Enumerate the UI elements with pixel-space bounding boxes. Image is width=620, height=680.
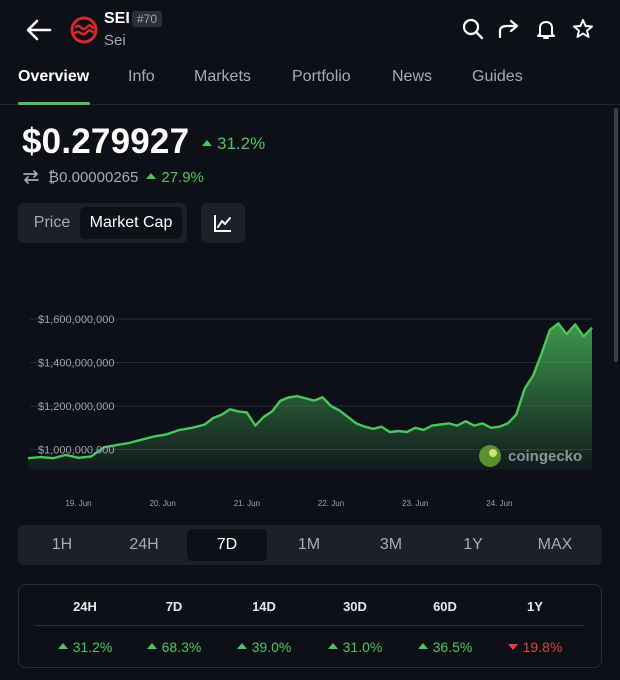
y-tick-label: $1,600,000,000 — [38, 314, 114, 326]
range-3m[interactable]: 3M — [379, 536, 403, 553]
x-tick-label: 22. Jun — [318, 499, 344, 508]
perf-value: 68.3% — [129, 639, 219, 655]
scrollbar[interactable] — [614, 108, 618, 362]
tab-guides[interactable]: Guides — [472, 68, 523, 85]
perf-header: 30D — [343, 599, 367, 614]
search-icon[interactable] — [461, 17, 485, 41]
coingecko-logo-icon — [479, 445, 501, 467]
price-usd: $0.279927 — [22, 122, 190, 161]
tab-bar: Overview Info Markets Portfolio News Gui… — [0, 60, 620, 105]
x-tick-label: 23. Jun — [402, 499, 428, 508]
perf-value: 31.0% — [310, 639, 400, 655]
price-btc: ₿0.00000265 — [48, 168, 139, 186]
x-tick-label: 19. Jun — [65, 499, 91, 508]
bell-icon[interactable] — [534, 17, 558, 41]
up-triangle-icon — [202, 139, 212, 146]
chart-line — [27, 322, 593, 460]
rank-badge: #70 — [132, 11, 163, 27]
chart-area — [28, 323, 592, 470]
up-triangle-icon — [236, 643, 247, 650]
perf-value-text: 39.0% — [251, 639, 292, 655]
share-icon[interactable] — [497, 17, 521, 41]
performance-table: 24H 7D 14D 30D 60D 1Y 31.2% 68.3% 39.0% … — [18, 584, 602, 668]
coin-symbol: SEI — [104, 10, 130, 27]
range-7d[interactable]: 7D — [187, 529, 267, 561]
perf-header: 14D — [252, 599, 276, 614]
up-triangle-icon — [417, 643, 428, 650]
down-triangle-icon — [507, 644, 518, 651]
y-tick-label: $1,000,000,000 — [38, 445, 114, 457]
range-1m[interactable]: 1M — [297, 536, 321, 553]
market-cap-chart[interactable]: $1,600,000,000 $1,400,000,000 $1,200,000,0… — [0, 300, 620, 520]
x-tick-label: 24. Jun — [486, 499, 512, 508]
y-tick-label: $1,400,000,000 — [38, 358, 114, 370]
toggle-market-cap[interactable]: Market Cap — [80, 207, 182, 239]
up-triangle-icon — [327, 643, 338, 650]
range-max[interactable]: MAX — [537, 536, 573, 553]
btc-change-value: 27.9% — [161, 168, 204, 186]
top-bar: SEI #70 Sei — [0, 0, 620, 60]
star-icon[interactable] — [571, 17, 595, 41]
perf-value-text: 36.5% — [432, 639, 473, 655]
swap-icon[interactable] — [22, 168, 40, 186]
perf-header: 7D — [165, 599, 183, 614]
tab-portfolio[interactable]: Portfolio — [292, 68, 351, 85]
sei-logo-icon — [70, 16, 98, 44]
x-tick-label: 21. Jun — [234, 499, 260, 508]
watermark-text: coingecko — [508, 448, 582, 465]
perf-value-text: 31.0% — [342, 639, 383, 655]
price-marketcap-toggle: Price Market Cap — [18, 203, 187, 243]
tab-info[interactable]: Info — [128, 68, 155, 85]
coingecko-watermark: coingecko — [479, 445, 582, 467]
perf-header: 60D — [433, 599, 457, 614]
tab-markets[interactable]: Markets — [194, 68, 251, 85]
tab-overview[interactable]: Overview — [18, 68, 90, 85]
perf-value-text: 68.3% — [161, 639, 202, 655]
price-change-value: 31.2% — [217, 134, 266, 153]
up-triangle-icon — [146, 643, 157, 650]
perf-divider — [35, 625, 585, 626]
up-triangle-icon — [57, 643, 68, 650]
back-arrow-icon[interactable] — [24, 16, 54, 44]
perf-value-text: 31.2% — [72, 639, 113, 655]
up-triangle-icon — [146, 172, 157, 179]
coingecko-eye — [489, 449, 497, 457]
range-1y[interactable]: 1Y — [463, 536, 483, 553]
perf-value-text: 19.8% — [522, 639, 563, 655]
active-tab-indicator — [18, 102, 90, 105]
btc-price-row: ₿0.00000265 27.9% — [22, 168, 204, 186]
perf-value: 39.0% — [219, 639, 309, 655]
perf-header: 24H — [73, 599, 97, 614]
range-1h[interactable]: 1H — [51, 536, 73, 553]
perf-value: 19.8% — [490, 639, 580, 655]
y-tick-label: $1,200,000,000 — [38, 401, 114, 413]
line-chart-icon — [214, 215, 231, 232]
time-range-selector: 1H 24H 7D 1M 3M 1Y MAX — [18, 525, 602, 565]
perf-header: 1Y — [527, 599, 543, 614]
coin-name: Sei — [104, 32, 126, 49]
range-24h[interactable]: 24H — [129, 536, 159, 553]
btc-change: 27.9% — [146, 169, 204, 186]
x-tick-label: 20. Jun — [150, 499, 176, 508]
tab-news[interactable]: News — [392, 68, 433, 85]
perf-value: 31.2% — [40, 639, 130, 655]
price-change-24h: 31.2% — [202, 134, 265, 154]
toggle-price[interactable]: Price — [33, 214, 71, 231]
perf-value: 36.5% — [400, 639, 490, 655]
chart-type-button[interactable] — [201, 203, 245, 243]
